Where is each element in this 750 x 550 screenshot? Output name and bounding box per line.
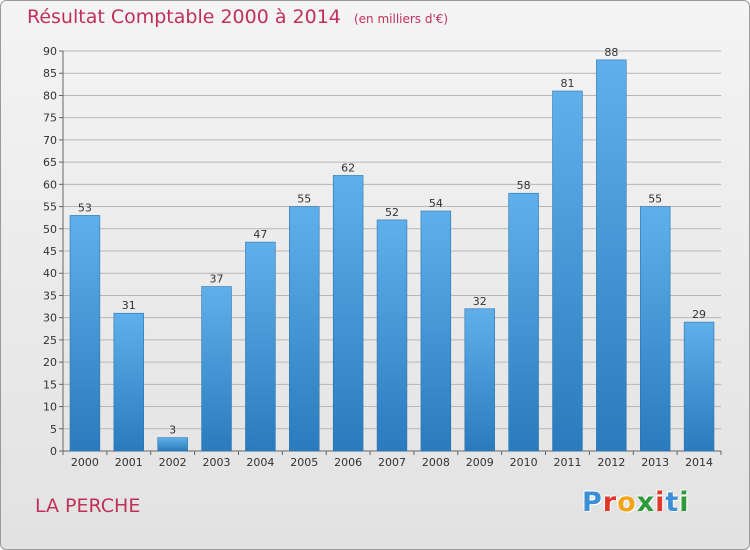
logo-letter: o [617, 487, 637, 518]
logo-letter: x [636, 487, 656, 518]
x-tick-label-2005: 2005 [290, 456, 318, 469]
place-name: LA PERCHE [35, 495, 141, 517]
chart-title: Résultat Comptable 2000 à 2014 [27, 6, 341, 28]
y-tick-label: 90 [43, 45, 57, 58]
x-tick-label-2002: 2002 [159, 456, 187, 469]
title-row: Résultat Comptable 2000 à 2014 (en milli… [27, 6, 448, 28]
x-tick-label-2010: 2010 [510, 456, 538, 469]
x-tick-label-2003: 2003 [203, 456, 231, 469]
data-label-2004: 47 [253, 228, 267, 241]
bar-2007 [376, 219, 408, 452]
y-tick-label: 75 [43, 112, 57, 125]
bar-2005 [289, 206, 320, 452]
logo-letter: r [602, 487, 618, 518]
y-tick-label: 55 [43, 201, 57, 214]
y-tick-label: 70 [43, 134, 57, 147]
data-label-2013: 55 [648, 193, 662, 206]
data-label-2001: 31 [122, 299, 136, 312]
y-tick-label: 65 [43, 156, 57, 169]
data-label-2007: 52 [385, 206, 399, 219]
x-tick-label-2013: 2013 [641, 456, 669, 469]
y-tick-label: 25 [43, 334, 57, 347]
y-tick-label: 35 [43, 289, 57, 302]
y-tick-label: 85 [43, 67, 57, 80]
data-label-2005: 55 [297, 193, 311, 206]
proxiti-logo[interactable]: Proxiti [582, 487, 690, 518]
bar-2003 [201, 286, 232, 452]
y-tick-label: 40 [43, 267, 57, 280]
x-tick-label-2014: 2014 [685, 456, 713, 469]
y-tick-label: 5 [50, 423, 57, 436]
logo-letter: P [582, 487, 603, 518]
axis-layer: 0 5 10 15 20 25 30 35 40 45 50 55 60 65 70 75 80 85 90 2000… [43, 45, 722, 469]
bar-2009 [464, 308, 495, 452]
bar-2010 [508, 192, 539, 452]
bar-2014 [683, 321, 715, 452]
y-tick-label: 50 [43, 223, 57, 236]
y-tick-label: 0 [50, 445, 57, 458]
data-label-2010: 58 [517, 179, 531, 192]
data-label-2003: 37 [210, 273, 224, 286]
x-tick-label-2007: 2007 [378, 456, 406, 469]
chart-subtitle: (en milliers d'€) [353, 12, 449, 26]
logo-letter: t [665, 487, 680, 518]
data-label-2011: 81 [560, 77, 574, 90]
data-label-2009: 32 [473, 295, 487, 308]
y-tick-label: 30 [43, 312, 57, 325]
x-tick-label-2008: 2008 [422, 456, 450, 469]
x-tick-label-2004: 2004 [246, 456, 274, 469]
y-tick-label: 20 [43, 356, 57, 369]
bar-2013 [639, 206, 671, 452]
bar-2002 [157, 437, 188, 452]
bar-2000 [69, 215, 101, 452]
data-label-2008: 54 [429, 197, 443, 210]
bar-2001 [113, 312, 145, 452]
bar-2008 [420, 210, 452, 452]
y-tick-label: 60 [43, 178, 57, 191]
data-label-2006: 62 [341, 161, 355, 174]
data-label-2002: 3 [169, 424, 176, 437]
x-tick-label-2009: 2009 [466, 456, 494, 469]
data-label-2012: 88 [604, 46, 618, 59]
label-layer: 53 31 3 37 47 55 62 52 54 32 58 81 88 55 29 [78, 46, 706, 437]
x-tick-label-2011: 2011 [553, 456, 581, 469]
y-tick-label: 80 [43, 89, 57, 102]
x-tick-label-2012: 2012 [597, 456, 625, 469]
logo-letter: i [655, 487, 666, 518]
y-tick-label: 15 [43, 378, 57, 391]
data-label-2000: 53 [78, 201, 92, 214]
y-tick-label: 45 [43, 245, 57, 258]
y-tick-label: 10 [43, 401, 57, 414]
bar-layer [69, 59, 715, 452]
data-label-2014: 29 [692, 308, 706, 321]
bar-2012 [596, 59, 627, 452]
x-tick-label-2001: 2001 [115, 456, 143, 469]
logo-letter: i [679, 487, 690, 518]
bar-2011 [552, 90, 583, 452]
bar-2006 [332, 175, 364, 452]
x-tick-label-2006: 2006 [334, 456, 362, 469]
bar-2004 [245, 241, 276, 452]
x-tick-label-2000: 2000 [71, 456, 99, 469]
